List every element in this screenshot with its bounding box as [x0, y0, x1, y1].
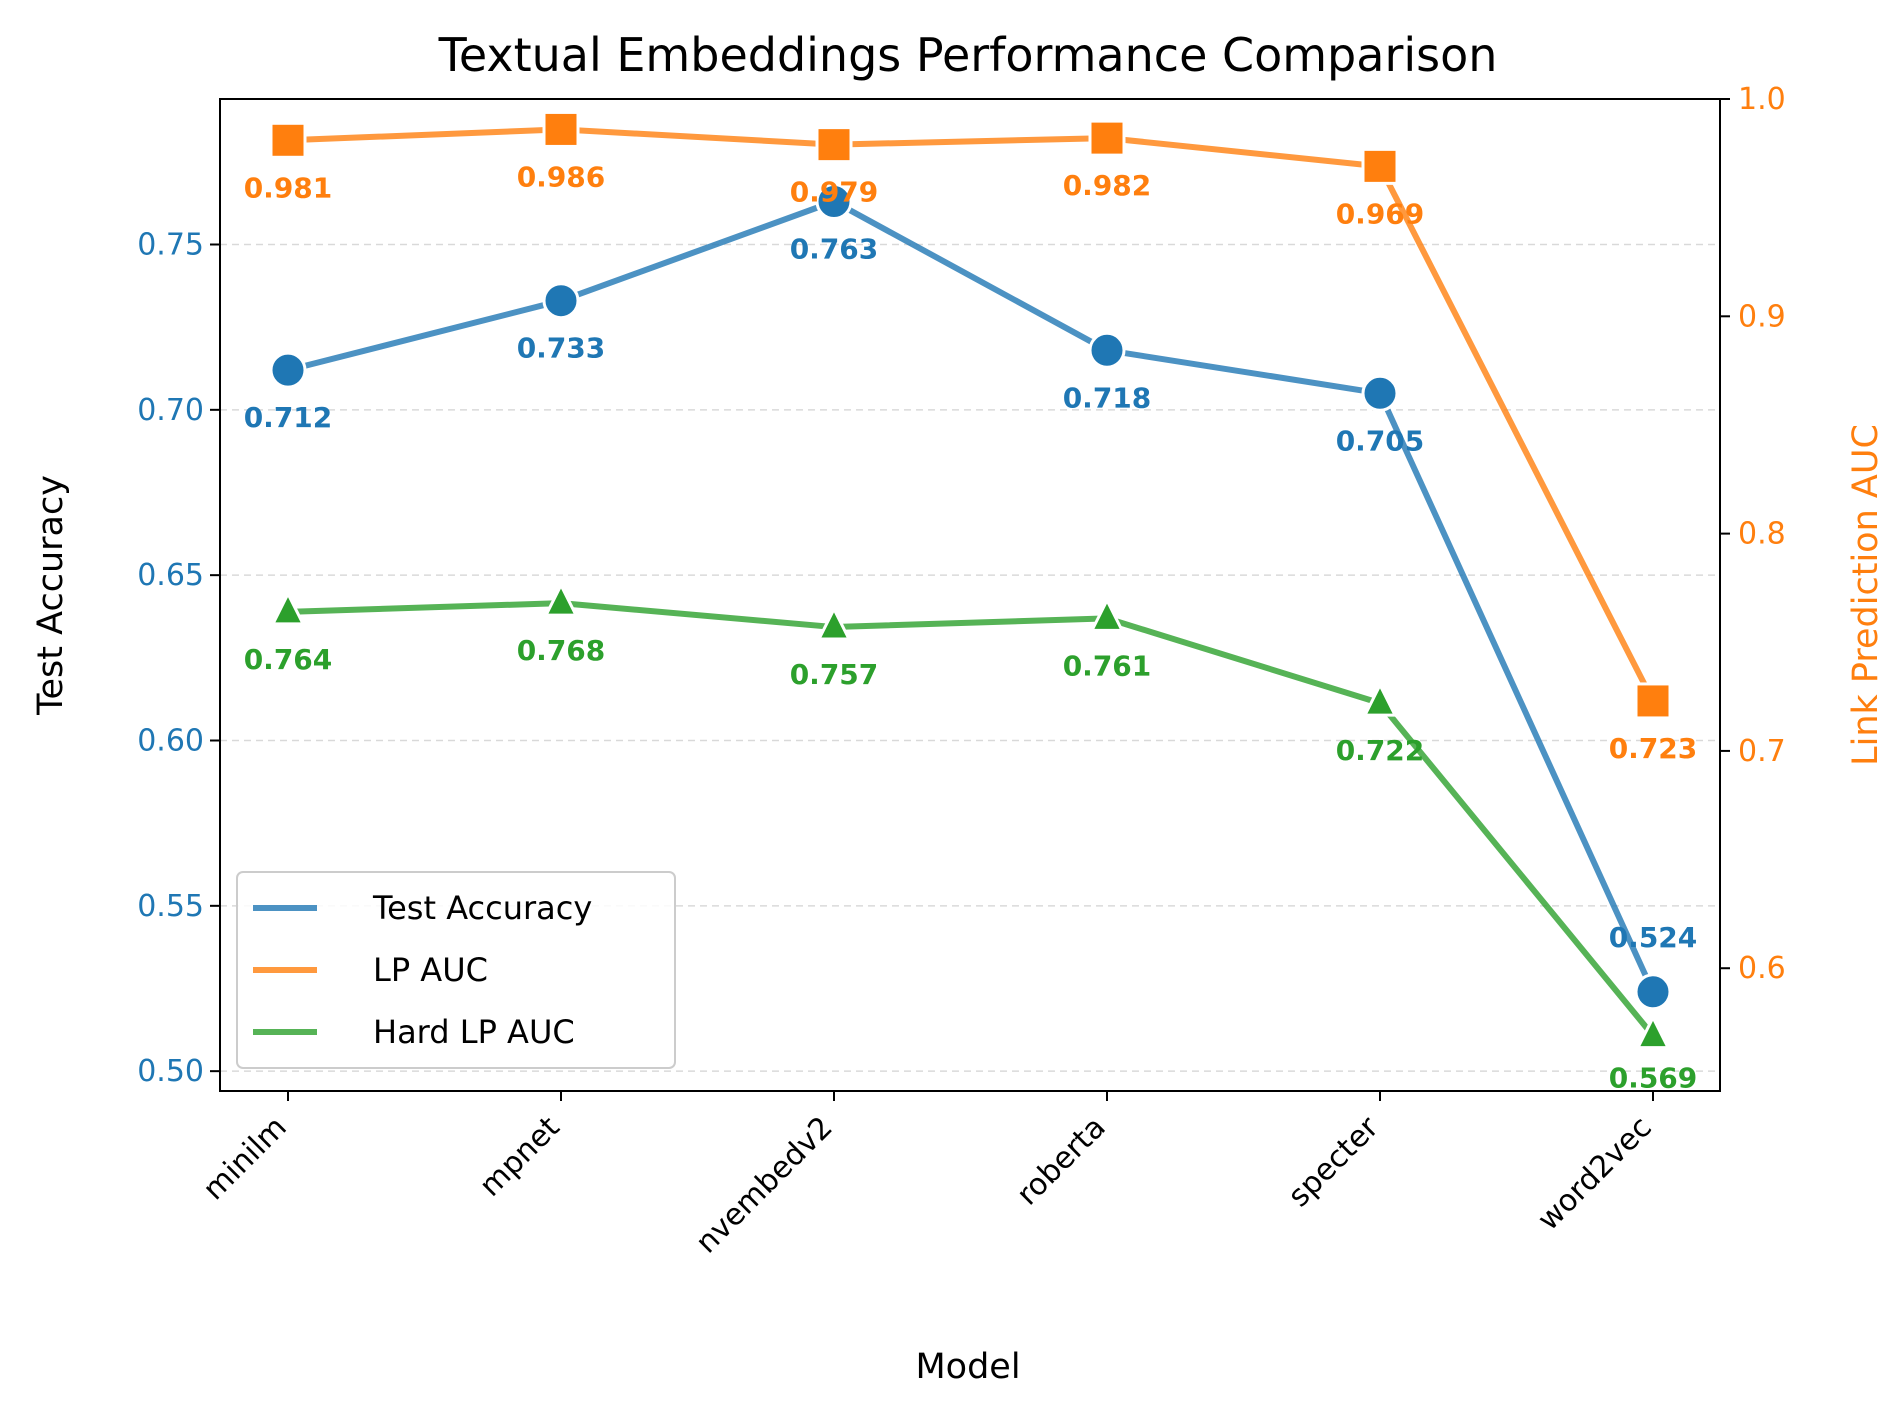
data-point-circle	[815, 183, 853, 221]
data-label: 0.705	[1336, 424, 1425, 457]
y-left-tick-label: 0.70	[137, 393, 204, 428]
x-tick-label: word2vec	[1531, 1110, 1659, 1238]
data-label: 0.723	[1609, 732, 1698, 765]
y-left-tick-label: 0.50	[137, 1054, 204, 1089]
y-right-tick-label: 0.9	[1738, 299, 1786, 334]
data-point-square	[269, 121, 307, 159]
data-point-square	[1088, 119, 1126, 157]
x-tick-label: minilm	[196, 1110, 293, 1207]
y-right-tick-label: 0.6	[1738, 951, 1786, 986]
data-point-square	[815, 126, 853, 164]
chart-title: Textual Embeddings Performance Compariso…	[438, 28, 1498, 82]
data-point-triangle	[817, 607, 851, 641]
y-left-tick-label: 0.55	[137, 889, 204, 924]
data-label: 0.712	[244, 401, 333, 434]
grid-lines	[220, 243, 1720, 1072]
data-point-square	[1634, 682, 1672, 720]
legend-label: LP AUC	[373, 951, 488, 989]
data-label: 0.569	[1609, 1062, 1698, 1095]
data-point-triangle	[1363, 683, 1397, 717]
y-right-tick-label: 1.0	[1738, 82, 1786, 117]
data-label: 0.764	[244, 643, 333, 676]
data-point-circle	[542, 282, 580, 320]
x-axis: minilm mpnet nvembedv2 roberta specter word2v…	[196, 1091, 1659, 1261]
series-line-test-accuracy	[285, 198, 1656, 995]
y-right-tick-label: 0.7	[1738, 734, 1786, 769]
data-labels: 0.712 0.733 0.763 0.718 0.705 0.524 0.981 0.986…	[244, 160, 1698, 1094]
x-tick-label: nvembedv2	[689, 1110, 840, 1261]
left-y-axis: 0.50 0.55 0.60 0.65 0.70 0.75	[137, 227, 220, 1089]
x-tick-label: specter	[1282, 1109, 1387, 1214]
data-label: 0.982	[1063, 169, 1152, 202]
data-label: 0.757	[790, 658, 879, 691]
y-left-tick-label: 0.75	[137, 227, 204, 262]
x-axis-title: Model	[915, 1347, 1020, 1387]
data-point-circle	[1088, 331, 1126, 369]
data-point-circle	[1361, 374, 1399, 412]
legend-box	[236, 871, 676, 1069]
data-label: 0.763	[790, 233, 879, 266]
data-point-triangle	[544, 583, 578, 617]
y-right-tick-label: 0.8	[1738, 517, 1786, 552]
series-line-hard-lp-auc	[285, 600, 1656, 1039]
data-label: 0.733	[517, 332, 606, 365]
y-axis-left-title: Test Accuracy	[31, 475, 71, 716]
y-axis-right-title: Link Prediction AUC	[1846, 424, 1886, 766]
data-label: 0.722	[1336, 734, 1425, 767]
x-tick-label: mpnet	[473, 1110, 567, 1204]
series-layer	[269, 110, 1672, 1050]
y-left-tick-label: 0.65	[137, 558, 204, 593]
legend: Test Accuracy LP AUC Hard LP AUC	[236, 871, 676, 1069]
legend-label: Hard LP AUC	[373, 1013, 575, 1051]
data-point-triangle	[1090, 598, 1124, 632]
series-line-lp-auc	[285, 126, 1656, 704]
data-label: 0.768	[517, 634, 606, 667]
data-label: 0.981	[244, 171, 333, 204]
legend-label: Test Accuracy	[372, 889, 592, 927]
data-point-triangle	[271, 592, 305, 626]
data-point-square	[542, 110, 580, 148]
data-label: 0.761	[1063, 649, 1152, 682]
x-tick-label: roberta	[1010, 1110, 1113, 1213]
data-point-circle	[269, 351, 307, 389]
data-point-square	[1361, 147, 1399, 185]
plot-frame	[219, 98, 1721, 1092]
y-left-tick-label: 0.60	[137, 723, 204, 758]
right-y-axis: 0.6 0.7 0.8 0.9 1.0	[1720, 82, 1786, 986]
data-label: 0.718	[1063, 381, 1152, 414]
data-label: 0.986	[517, 160, 606, 193]
data-point-circle	[1634, 973, 1672, 1011]
data-label: 0.969	[1336, 197, 1425, 230]
data-label: 0.524	[1609, 921, 1698, 954]
data-point-triangle	[1636, 1016, 1670, 1050]
data-label: 0.979	[790, 176, 879, 209]
